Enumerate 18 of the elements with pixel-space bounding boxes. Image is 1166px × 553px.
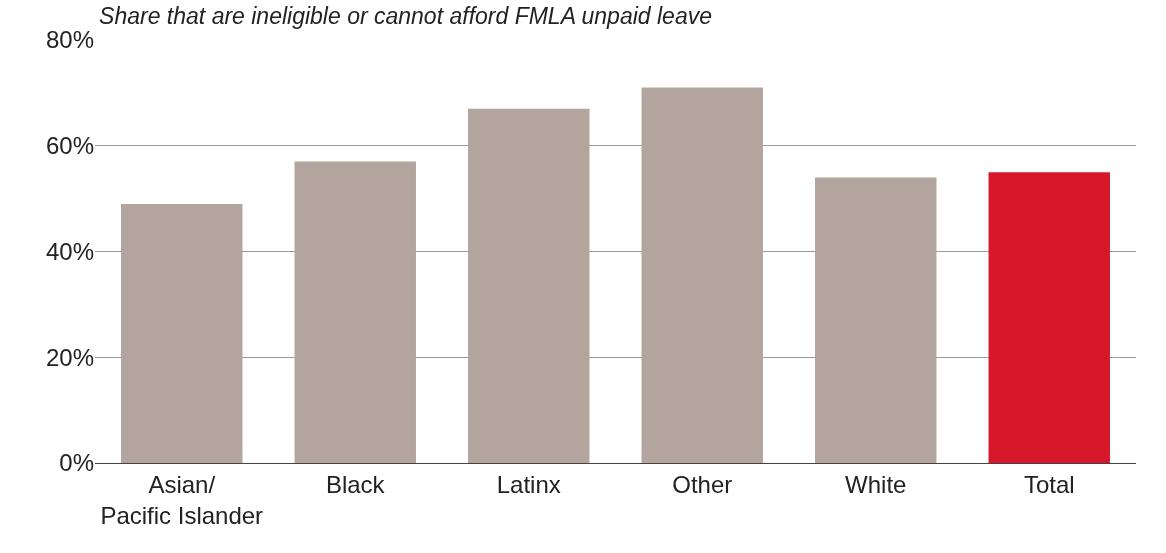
bar (641, 87, 763, 463)
bar (294, 161, 416, 463)
x-tick-label: Total (1023, 470, 1075, 498)
x-tick-label: Black (325, 470, 386, 498)
chart-title: Share that are ineligible or cannot afford FMLA unpaid leave (99, 3, 712, 30)
bar (121, 203, 243, 463)
bar (988, 172, 1110, 463)
x-tick-label: White (845, 470, 907, 498)
x-tick-label: Latinx (496, 470, 561, 498)
y-tick-label: 20% (45, 343, 94, 371)
x-tick-label: Asian/ Pacific Islander (100, 470, 264, 529)
bar (468, 108, 590, 463)
x-tick-label: Other (672, 470, 733, 498)
y-tick-label: 40% (45, 237, 94, 265)
y-tick-label: 60% (45, 132, 94, 160)
y-tick-label: 0% (59, 449, 94, 477)
bar (815, 177, 937, 463)
y-tick-label: 80% (45, 26, 94, 54)
